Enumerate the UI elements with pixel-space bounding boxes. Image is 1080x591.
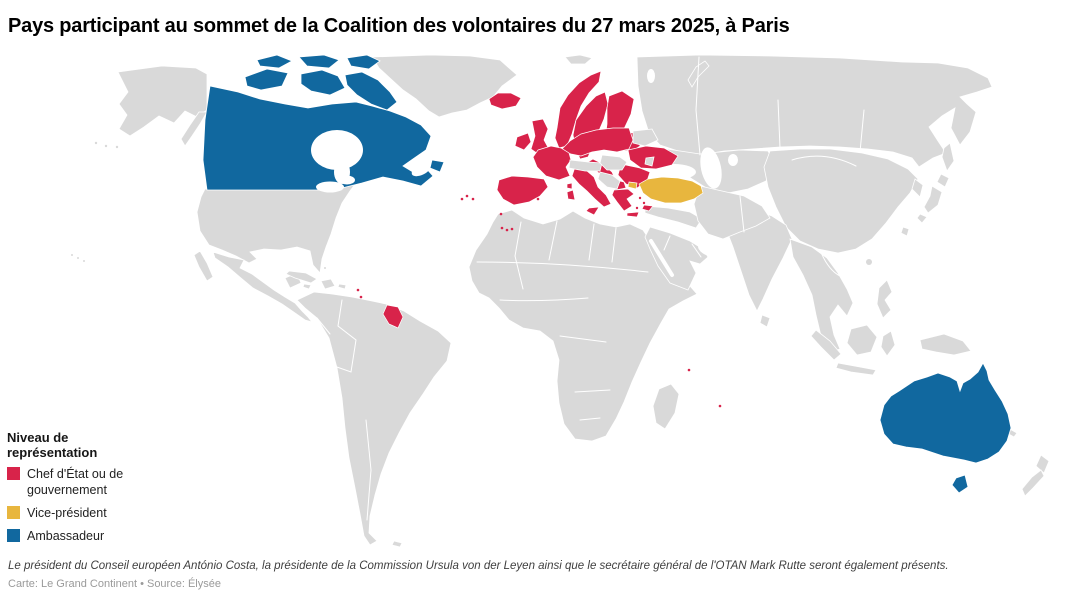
legend-title: Niveau de représentation bbox=[7, 430, 98, 460]
legend-item-vice-president: Vice-président bbox=[7, 505, 157, 521]
great-lakes bbox=[316, 181, 344, 193]
region-madagascar bbox=[652, 383, 680, 430]
region-middle-east bbox=[644, 205, 703, 229]
footnote: Le président du Conseil européen António… bbox=[8, 559, 949, 572]
legend-swatch-ambassadeur bbox=[7, 529, 20, 542]
country-china bbox=[763, 148, 919, 254]
country-italy bbox=[571, 166, 612, 208]
region-caribbean bbox=[285, 270, 318, 284]
world-map bbox=[0, 53, 1080, 550]
legend-label: Vice-président bbox=[27, 506, 107, 520]
region-tasmania bbox=[951, 474, 969, 494]
continent-north-america-gray bbox=[71, 54, 518, 323]
country-japan bbox=[936, 173, 950, 188]
region-alps bbox=[568, 159, 603, 172]
country-norway bbox=[554, 70, 602, 149]
legend-item-ambassadeur: Ambassadeur bbox=[7, 528, 157, 544]
red-sea bbox=[649, 239, 674, 277]
legend: Niveau de représentation Chef d'État ou … bbox=[7, 430, 157, 551]
caspian-sea bbox=[700, 147, 722, 189]
country-australia bbox=[879, 362, 1012, 494]
world-map-svg bbox=[71, 54, 1050, 548]
country-ireland bbox=[514, 132, 532, 151]
region-alaska bbox=[117, 65, 208, 137]
region-western-balkans bbox=[597, 171, 621, 190]
country-turkey bbox=[627, 176, 704, 204]
legend-label: Ambassadeur bbox=[27, 529, 105, 543]
hudson-bay bbox=[311, 130, 363, 170]
country-cyprus bbox=[641, 204, 654, 212]
continent-south-america bbox=[296, 291, 452, 548]
region-greenland bbox=[371, 54, 518, 118]
page-title: Pays participant au sommet de la Coaliti… bbox=[8, 15, 790, 37]
credit-line: Carte: Le Grand Continent • Source: Élys… bbox=[8, 578, 221, 590]
country-mexico bbox=[212, 251, 314, 323]
region-indonesia bbox=[835, 362, 877, 376]
country-india bbox=[725, 208, 793, 312]
region-philippines bbox=[876, 279, 893, 319]
region-iberia bbox=[496, 175, 549, 206]
region-central-europe bbox=[561, 127, 634, 157]
region-oceania-gray bbox=[1004, 427, 1050, 497]
europe-gray-gaps bbox=[568, 128, 659, 190]
black-sea bbox=[652, 164, 696, 180]
legend-item-chef-detat: Chef d'État ou de gouvernement bbox=[7, 466, 157, 498]
region-french-guiana bbox=[382, 304, 404, 329]
country-borders bbox=[316, 56, 865, 521]
region-southeast-asia bbox=[789, 238, 854, 353]
region-alaska-panhandle bbox=[180, 111, 208, 147]
legend-swatch-chef-detat bbox=[7, 467, 20, 480]
country-belarus bbox=[632, 128, 659, 147]
country-new-zealand bbox=[1035, 454, 1050, 474]
country-greece bbox=[611, 188, 635, 212]
seas-overlays bbox=[311, 69, 738, 277]
legend-swatch-vice-president bbox=[7, 506, 20, 519]
legend-label: Chef d'État ou de gouvernement bbox=[27, 467, 124, 497]
persian-gulf bbox=[698, 244, 712, 256]
continent-africa bbox=[468, 209, 698, 442]
region-arabia bbox=[644, 226, 709, 291]
continent-asia bbox=[564, 54, 993, 376]
country-iceland bbox=[488, 92, 522, 110]
country-france bbox=[532, 145, 572, 181]
